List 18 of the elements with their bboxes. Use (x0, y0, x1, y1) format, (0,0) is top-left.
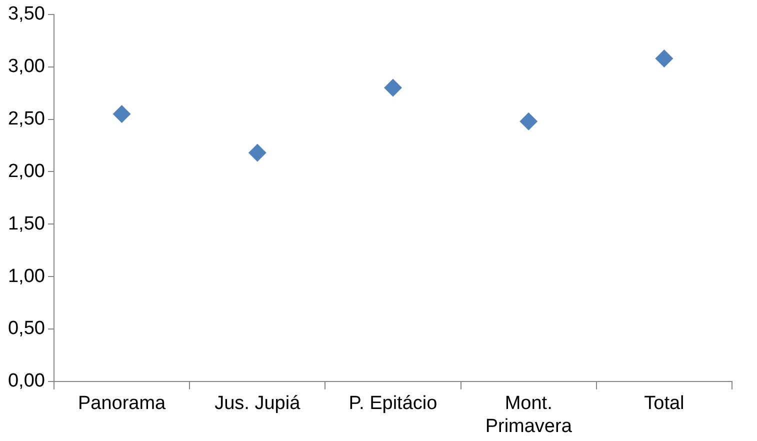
y-tick-label: 0,50 (8, 318, 45, 340)
y-tick-label: 3,50 (8, 4, 45, 25)
point (112, 105, 131, 124)
x-tick-label: Total (644, 393, 684, 414)
x-tick-label: P. Epitácio (348, 393, 438, 414)
y-tick-label: 1,00 (8, 266, 45, 287)
x-tick-label: Panorama (78, 393, 166, 414)
x-tick-label: Jus. Jupiá (214, 393, 301, 414)
y-tick-label: 2,50 (8, 108, 45, 130)
x-tick-label: Mont. Primavera (485, 393, 572, 437)
point (384, 78, 402, 97)
point (655, 49, 674, 68)
y-tick-label: 0,00 (8, 370, 45, 392)
point (520, 112, 538, 130)
y-tick-label: 2,00 (8, 160, 45, 182)
y-tick-label: 1,50 (8, 213, 45, 234)
point (248, 144, 266, 162)
y-tick-label: 3,00 (8, 56, 45, 78)
